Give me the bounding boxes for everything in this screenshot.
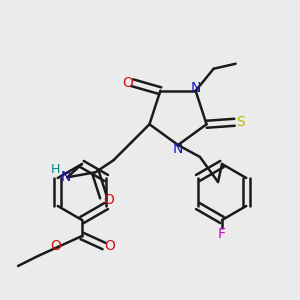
Text: O: O (105, 239, 116, 253)
Text: O: O (103, 193, 114, 207)
Text: N: N (190, 81, 201, 95)
Text: H: H (51, 163, 60, 176)
Text: O: O (122, 76, 133, 90)
Text: O: O (51, 239, 62, 253)
Text: S: S (236, 115, 245, 129)
Text: N: N (173, 142, 183, 156)
Text: N: N (60, 170, 71, 184)
Text: F: F (218, 227, 226, 241)
